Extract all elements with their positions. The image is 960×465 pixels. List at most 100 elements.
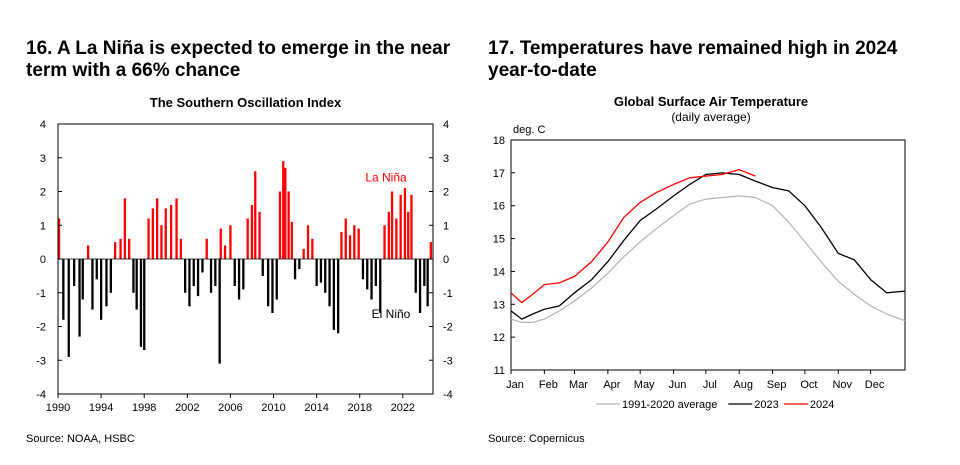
la-nina-label: La Niña: [365, 170, 407, 184]
soi-bar: [184, 259, 187, 293]
y-tick-label: 16: [493, 201, 505, 213]
soi-bar: [403, 188, 407, 259]
x-tick-label: Aug: [733, 379, 753, 391]
x-tick-label: Jul: [703, 379, 717, 391]
soi-bar: [284, 167, 287, 259]
legend-label: 2023: [754, 399, 778, 411]
soi-bar: [95, 259, 98, 280]
x-tick-label: 1998: [132, 402, 156, 414]
x-tick-label: Apr: [603, 379, 620, 391]
y-tick-label-left: 3: [40, 153, 46, 165]
x-tick-label: 2022: [391, 402, 415, 414]
left-source: Source: NOAA, HSBC: [26, 433, 135, 445]
soi-bar: [399, 194, 402, 259]
soi-bar: [81, 259, 84, 300]
soi-bar: [348, 235, 352, 259]
x-tick-label: 2010: [261, 402, 285, 414]
y-tick-label: 18: [493, 135, 505, 147]
soi-bar: [218, 259, 221, 364]
x-tick-label: Dec: [865, 379, 885, 391]
soi-bar: [395, 218, 398, 259]
soi-bar: [410, 194, 413, 259]
y-tick-label-right: 2: [443, 187, 449, 199]
soi-bar: [290, 221, 293, 259]
soi-bar: [237, 259, 241, 300]
y-tick-label-left: 2: [40, 187, 46, 199]
soi-chart-title: The Southern Oscillation Index: [149, 95, 342, 110]
y-tick-label: 17: [493, 168, 505, 180]
soi-bar: [379, 259, 382, 313]
soi-bar: [315, 259, 318, 286]
soi-bar: [344, 218, 347, 259]
series-line-2024: [510, 168, 756, 304]
series-line-1991-2020-average: [510, 195, 906, 323]
y-axis-unit: deg. C: [513, 124, 545, 136]
soi-bar: [306, 225, 310, 260]
y-tick-label-left: -3: [36, 355, 46, 367]
el-nino-label: El Niño: [372, 307, 411, 321]
soi-bar: [242, 259, 245, 290]
y-tick-label-left: 0: [40, 254, 46, 266]
y-tick-label: 11: [494, 365, 505, 377]
soi-bar: [139, 259, 143, 347]
soi-bar: [147, 218, 150, 259]
soi-bar: [156, 198, 159, 260]
x-tick-label: Jun: [669, 379, 687, 391]
soi-bar: [418, 259, 422, 313]
soi-bar: [258, 211, 261, 260]
soi-bar: [246, 218, 249, 259]
y-tick-label-right: 3: [443, 153, 449, 165]
right-source: Source: Copernicus: [488, 433, 585, 445]
plot-frame: [510, 139, 906, 371]
soi-bar: [105, 259, 108, 307]
y-tick-label-left: -1: [36, 288, 46, 300]
soi-bar: [201, 259, 204, 273]
soi-bar: [390, 191, 394, 259]
y-tick-label-right: 1: [443, 220, 449, 232]
soi-bar: [282, 161, 285, 259]
soi-bar: [374, 259, 377, 286]
soi-bar: [192, 259, 195, 286]
soi-bar: [78, 259, 81, 337]
soi-bar: [353, 225, 356, 260]
y-tick-label: 12: [493, 332, 505, 344]
soi-bar: [151, 208, 154, 259]
soi-bar: [261, 259, 264, 276]
x-tick-label: 1994: [89, 402, 113, 414]
y-tick-label-left: -2: [36, 322, 46, 334]
soi-bar: [271, 259, 274, 313]
soi-bar: [426, 259, 429, 307]
soi-bar: [170, 205, 173, 259]
soi-bar: [254, 171, 257, 260]
soi-bar: [188, 259, 191, 307]
soi-bar: [366, 259, 369, 290]
soi-bar: [233, 259, 236, 286]
soi-bar: [287, 191, 290, 259]
soi-bar: [73, 259, 76, 286]
soi-bar: [219, 228, 222, 259]
soi-bar: [114, 242, 117, 259]
soi-bar: [67, 259, 70, 357]
soi-bar: [179, 238, 182, 260]
legend-label: 1991-2020 average: [622, 399, 717, 411]
soi-bar: [302, 248, 305, 259]
x-tick-label: 2014: [304, 402, 328, 414]
soi-bar: [91, 259, 94, 310]
soi-bar: [123, 198, 126, 260]
soi-bar: [209, 259, 213, 293]
soi-bar: [57, 218, 61, 259]
temp-chart-title: Global Surface Air Temperature: [613, 94, 809, 109]
y-tick-label-right: 0: [443, 254, 449, 266]
soi-bar: [250, 205, 254, 259]
x-tick-label: Sep: [767, 379, 787, 391]
x-tick-label: May: [634, 379, 655, 391]
soi-bar: [160, 225, 163, 260]
x-tick-label: Feb: [539, 379, 558, 391]
soi-bar: [62, 259, 65, 320]
x-tick-label: 2002: [175, 402, 199, 414]
y-tick-label-right: -4: [443, 389, 453, 401]
soi-bar: [332, 259, 335, 330]
soi-bar: [128, 238, 131, 260]
soi-bar: [293, 259, 297, 280]
